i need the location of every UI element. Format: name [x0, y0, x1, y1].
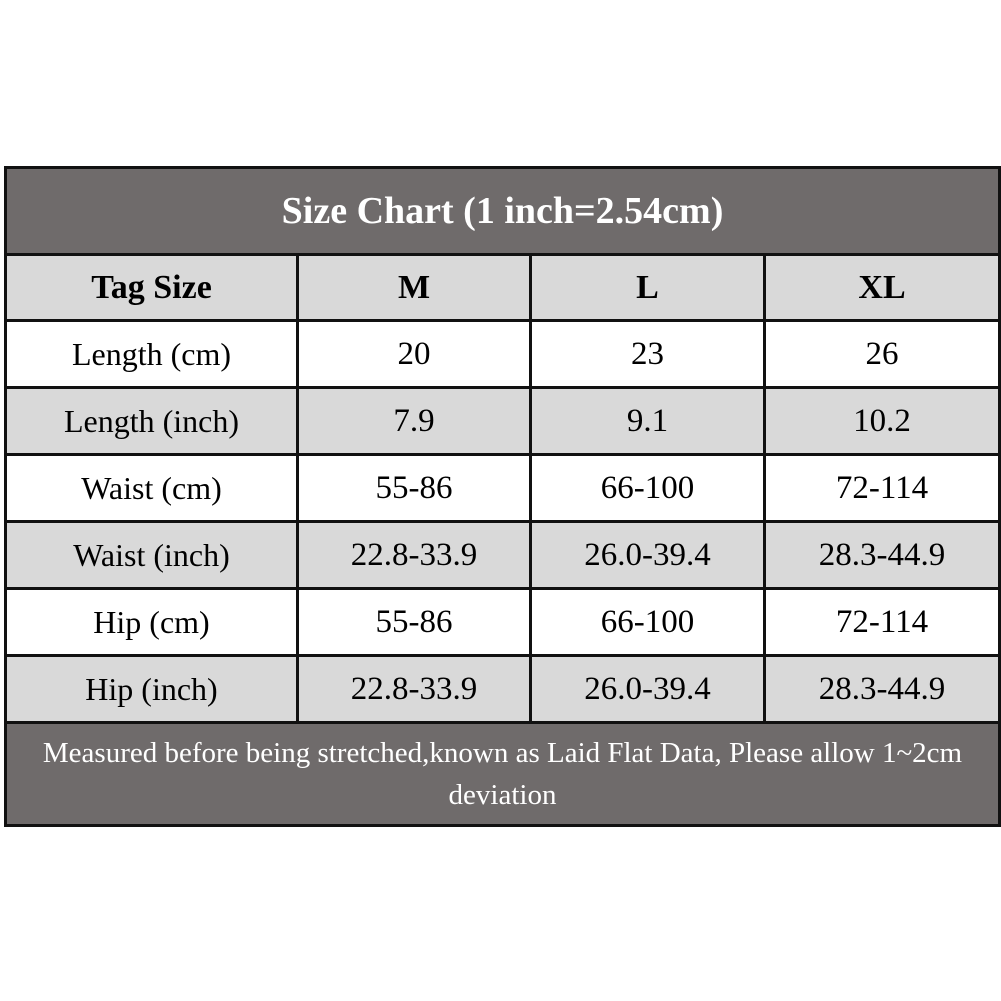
table-cell: 72-114: [762, 453, 1001, 523]
table-cell: 55-86: [296, 453, 532, 523]
table-cell: 72-114: [762, 587, 1001, 657]
table-cell: 23: [529, 319, 766, 389]
row-label: Hip (inch): [4, 654, 299, 724]
row-label: Hip (cm): [4, 587, 299, 657]
table-cell: 10.2: [762, 386, 1001, 456]
row-label: Length (cm): [4, 319, 299, 389]
footer-note: Measured before being stretched,known as…: [3, 721, 1001, 827]
table-body: Size Chart (1 inch=2.54cm) Tag Size M L XL L…: [3, 166, 1001, 827]
header-cell: XL: [762, 253, 1001, 322]
table-cell: 66-100: [529, 453, 766, 523]
table-cell: 22.8-33.9: [296, 654, 532, 724]
footer-row: Measured before being stretched,known as…: [3, 721, 1001, 827]
table-cell: 22.8-33.9: [296, 520, 532, 590]
row-label: Waist (inch): [4, 520, 299, 590]
row-label: Length (inch): [4, 386, 299, 456]
header-cell: M: [296, 253, 532, 322]
row-label: Waist (cm): [4, 453, 299, 523]
table-row: Length (inch) 7.9 9.1 10.2: [4, 386, 1001, 456]
table-cell: 9.1: [529, 386, 766, 456]
header-cell: Tag Size: [4, 253, 299, 322]
table-cell: 20: [296, 319, 532, 389]
table-row: Hip (cm) 55-86 66-100 72-114: [4, 587, 1001, 657]
table-row: Waist (cm) 55-86 66-100 72-114: [4, 453, 1001, 523]
header-cell: L: [529, 253, 766, 322]
table-cell: 7.9: [296, 386, 532, 456]
table-cell: 26.0-39.4: [529, 654, 766, 724]
size-table: Size Chart (1 inch=2.54cm) Tag Size M L XL L…: [3, 166, 1001, 827]
table-cell: 55-86: [296, 587, 532, 657]
table-row: Hip (inch) 22.8-33.9 26.0-39.4 28.3-44.9: [4, 654, 1001, 724]
table-title: Size Chart (1 inch=2.54cm): [3, 166, 1001, 256]
table-cell: 26.0-39.4: [529, 520, 766, 590]
header-row: Tag Size M L XL: [4, 253, 1001, 322]
title-row: Size Chart (1 inch=2.54cm): [3, 166, 1001, 256]
table-cell: 66-100: [529, 587, 766, 657]
table-row: Length (cm) 20 23 26: [4, 319, 1001, 389]
table-cell: 26: [762, 319, 1001, 389]
table-cell: 28.3-44.9: [762, 654, 1001, 724]
table-row: Waist (inch) 22.8-33.9 26.0-39.4 28.3-44.9: [4, 520, 1001, 590]
table-cell: 28.3-44.9: [762, 520, 1001, 590]
